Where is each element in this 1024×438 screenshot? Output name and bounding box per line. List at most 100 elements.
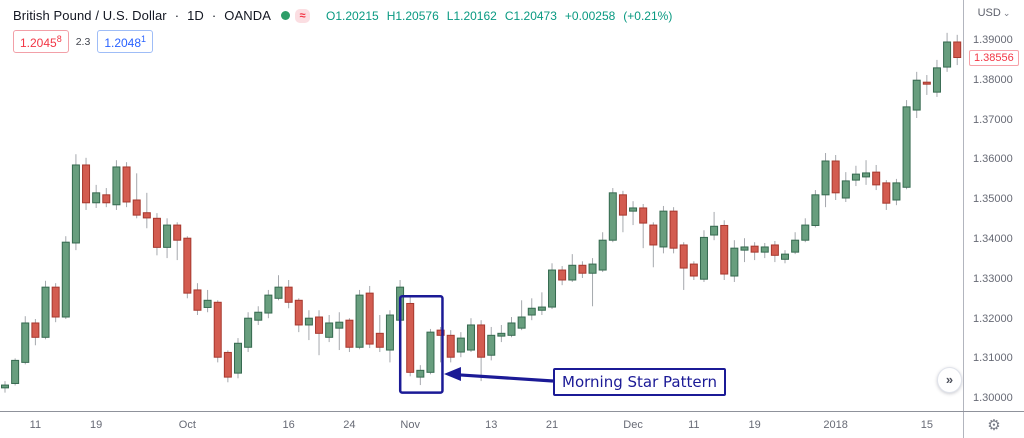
low-value: 1.20162	[453, 8, 497, 23]
ohlc-readout: O1.20215 H1.20576 L1.20162 C1.20473 +0.0…	[326, 9, 672, 23]
time-tick: Nov	[400, 419, 420, 431]
candle-up	[163, 224, 172, 248]
gear-icon[interactable]: ⚙	[987, 416, 1001, 434]
candle-down	[183, 237, 192, 294]
candle-up	[92, 192, 101, 204]
candle-up	[821, 160, 830, 196]
candle-up	[943, 41, 952, 68]
close-value: 1.20473	[513, 8, 557, 23]
candle-down	[882, 182, 891, 204]
candle-up	[244, 317, 253, 348]
separator-dot: ·	[211, 8, 217, 23]
price-tick: 1.33000	[973, 272, 1013, 285]
currency-label: USD	[977, 7, 1001, 19]
candle-up	[548, 269, 557, 308]
price-tick: 1.32000	[973, 312, 1013, 325]
candle-up	[811, 194, 820, 226]
time-tick: 11	[29, 419, 42, 431]
time-tick: 11	[688, 419, 700, 431]
open-label: O	[325, 8, 336, 23]
candle-down	[872, 171, 881, 186]
bid-button[interactable]: 1.20458	[13, 30, 69, 53]
candle-up	[608, 192, 617, 241]
candle-up	[710, 225, 719, 236]
interval-label[interactable]: 1D	[187, 8, 204, 23]
candle-up	[760, 246, 769, 253]
candle-up	[568, 264, 577, 281]
candle-up	[699, 236, 708, 280]
candle-up	[71, 164, 80, 244]
ask-button[interactable]: 1.20481	[97, 30, 154, 53]
candle-down	[173, 224, 182, 241]
pattern-rectangle-drawing[interactable]	[398, 295, 444, 394]
price-tick: 1.37000	[973, 113, 1013, 126]
candle-up	[112, 166, 121, 206]
ask-sup-digit: 1	[141, 34, 147, 44]
candle-down	[193, 289, 202, 311]
go-to-realtime-button[interactable]: »	[937, 367, 962, 393]
currency-selector[interactable]: USD ⌄	[964, 7, 1024, 19]
candle-down	[82, 164, 91, 204]
candle-up	[416, 369, 425, 378]
candle-up	[466, 324, 475, 351]
candle-up	[61, 241, 70, 318]
arrow-head-icon	[443, 367, 461, 381]
candle-down	[922, 81, 931, 85]
quote-row: 1.20458 2.3 1.20481	[13, 30, 154, 53]
market-open-dot-icon[interactable]	[280, 11, 290, 20]
time-tick: 2018	[823, 419, 848, 431]
candle-down	[770, 244, 779, 256]
chart-canvas[interactable]	[0, 0, 963, 411]
candle-down	[152, 217, 161, 248]
last-price-badge: 1.38556	[969, 49, 1019, 66]
candle-down	[720, 224, 729, 275]
candle-up	[588, 263, 597, 274]
candle-down	[750, 245, 759, 253]
candle-up	[497, 332, 506, 337]
exchange-label[interactable]: OANDA	[224, 8, 271, 23]
candle-up	[517, 316, 526, 329]
candle-up	[659, 210, 668, 248]
status-badges: ≈	[280, 8, 310, 23]
candle-up	[892, 182, 901, 201]
candle-up	[1, 384, 9, 389]
price-tick: 1.31000	[973, 352, 1013, 365]
price-axis[interactable]: USD ⌄ 1.39000 1.38000 1.37000 1.36000 1.35000…	[964, 0, 1024, 411]
candle-down	[558, 269, 567, 281]
candle-up	[254, 311, 263, 321]
candle-up	[932, 67, 941, 93]
price-tick: 1.38000	[973, 73, 1013, 86]
candle-up	[21, 322, 30, 363]
time-tick: Oct	[178, 419, 196, 431]
candle-up	[456, 337, 465, 353]
candle-up	[385, 314, 394, 351]
delayed-data-icon[interactable]: ≈	[294, 8, 310, 23]
candle-down	[102, 194, 111, 204]
candle-up	[325, 322, 334, 338]
candle-down	[578, 264, 587, 274]
candle-down	[284, 286, 293, 303]
candle-up	[264, 294, 273, 314]
price-tick: 1.39000	[973, 34, 1013, 46]
time-tick: 15	[920, 419, 933, 431]
candle-down	[953, 41, 962, 59]
candle-down	[315, 316, 324, 334]
candle-down	[365, 292, 374, 345]
candle-up	[851, 173, 860, 181]
high-label: H	[386, 8, 396, 23]
candle-down	[679, 244, 688, 269]
arrow-line[interactable]	[457, 373, 554, 383]
candle-down	[142, 212, 151, 219]
symbol-title[interactable]: British Pound / U.S. Dollar	[13, 8, 167, 23]
price-tick: 1.30000	[973, 392, 1013, 405]
candle-down	[294, 299, 303, 326]
candle-up	[274, 286, 283, 299]
time-axis[interactable]: 11 19 Oct 16 24 Nov 13 21 Dec 11 19 2018 15	[0, 412, 963, 438]
candle-up	[791, 239, 800, 253]
candle-down	[689, 263, 698, 277]
morning-star-annotation-label[interactable]: Morning Star Pattern	[553, 368, 726, 396]
candle-down	[31, 322, 40, 338]
candle-down	[375, 332, 384, 348]
candle-up	[487, 334, 496, 356]
